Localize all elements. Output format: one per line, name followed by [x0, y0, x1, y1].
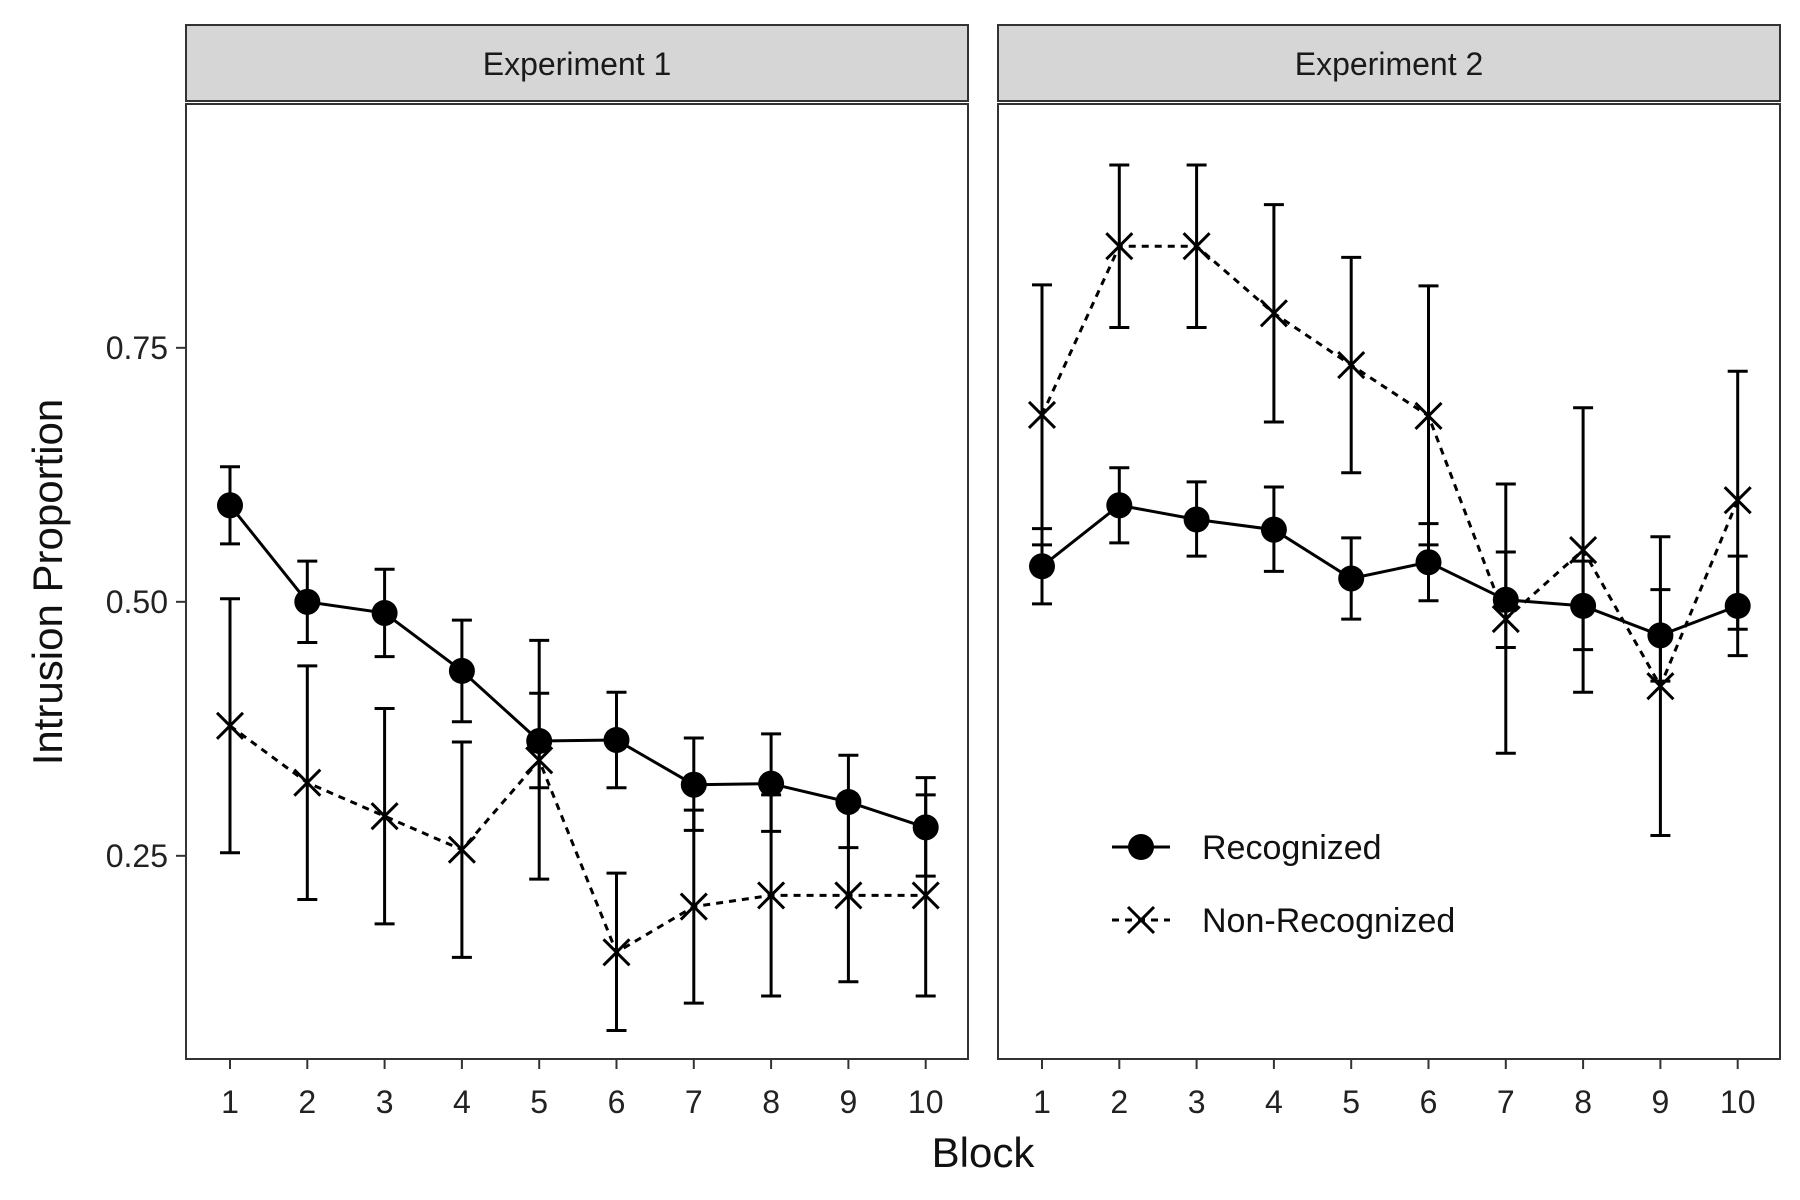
- panel-title: Experiment 2: [1295, 46, 1484, 82]
- series-line: [1041, 503, 1739, 637]
- data-point-recognized: [1029, 553, 1055, 580]
- legend: Recognized Non-Recognized: [1112, 829, 1455, 940]
- x-tick-label: 7: [685, 1084, 703, 1120]
- x-tick-label: 8: [762, 1084, 780, 1120]
- data-point-non-recognized: [834, 881, 863, 910]
- data-point-non-recognized: [1259, 299, 1288, 328]
- x-tick-label: 2: [298, 1084, 316, 1120]
- data-point-recognized: [1647, 622, 1674, 649]
- data-point-recognized: [526, 728, 553, 755]
- panel-frame: [185, 103, 969, 1060]
- data-point-non-recognized: [757, 881, 786, 910]
- series-line: [1040, 244, 1740, 690]
- y-tick-label: 0.50: [106, 584, 168, 620]
- data-point-non-recognized: [447, 835, 476, 864]
- panel-strip: [997, 24, 1781, 102]
- panel-2: Experiment 2 1 2 3 4 5 6 7 8 9 10: [997, 24, 1781, 1120]
- data-point-non-recognized: [1105, 232, 1134, 261]
- data-point-recognized: [912, 814, 939, 841]
- y-axis-title: Intrusion Proportion: [24, 399, 71, 766]
- legend-label-non-recognized: Non-Recognized: [1202, 902, 1455, 940]
- data-point-recognized: [1260, 516, 1287, 543]
- x-tick-label: 10: [1720, 1084, 1756, 1120]
- x-tick-label: 5: [1342, 1084, 1360, 1120]
- panel-frame: [997, 103, 1781, 1060]
- series-recognized: [1029, 466, 1751, 683]
- x-tick-label: 9: [1652, 1084, 1670, 1120]
- data-point-non-recognized: [1646, 672, 1675, 701]
- legend-marker-non-recognized: [1126, 905, 1156, 935]
- x-tick-label: 8: [1574, 1084, 1592, 1120]
- legend-label-recognized: Recognized: [1202, 829, 1382, 867]
- x-tick-label: 9: [840, 1084, 858, 1120]
- data-point-recognized: [680, 771, 707, 798]
- panel-title: Experiment 1: [483, 46, 672, 82]
- series-line: [228, 504, 927, 829]
- data-point-recognized: [217, 492, 243, 519]
- data-point-recognized: [1106, 492, 1133, 519]
- data-point-recognized: [448, 657, 475, 684]
- y-tick-label: 0.75: [106, 330, 168, 366]
- x-tick-label: 7: [1497, 1084, 1515, 1120]
- data-point-non-recognized: [1414, 401, 1443, 430]
- series-line: [229, 724, 926, 955]
- x-tick-label: 4: [1265, 1084, 1283, 1120]
- data-point-non-recognized: [370, 802, 399, 831]
- x-tick-label: 6: [608, 1084, 626, 1120]
- legend-marker-recognized: [1128, 834, 1154, 860]
- data-point-non-recognized: [1337, 351, 1366, 380]
- data-point-non-recognized: [1027, 400, 1057, 429]
- data-point-recognized: [294, 588, 321, 615]
- x-tick-label: 5: [530, 1084, 548, 1120]
- y-tick-label: 0.25: [106, 838, 168, 874]
- x-tick-label: 4: [453, 1084, 471, 1120]
- data-point-recognized: [1415, 549, 1442, 576]
- y-axis: 0.25 0.50 0.75: [106, 330, 186, 874]
- data-point-non-recognized: [1182, 232, 1211, 261]
- data-point-recognized: [1338, 565, 1365, 592]
- data-point-non-recognized: [293, 768, 322, 797]
- data-point-recognized: [371, 599, 398, 626]
- data-point-recognized: [1724, 592, 1751, 619]
- data-point-non-recognized: [602, 938, 631, 967]
- series-non-recognized: [1027, 163, 1752, 837]
- data-point-recognized: [1492, 586, 1519, 613]
- data-point-non-recognized: [1723, 486, 1752, 515]
- x-tick-label: 10: [908, 1084, 944, 1120]
- x-tick-label: 1: [1033, 1084, 1051, 1120]
- x-tick-label: 1: [221, 1084, 239, 1120]
- x-tick-label: 3: [376, 1084, 394, 1120]
- data-point-non-recognized: [1569, 535, 1598, 565]
- data-point-recognized: [1183, 506, 1210, 533]
- panel-1: Experiment 1 1 2 3 4 5 6 7 8 9 10: [185, 24, 969, 1120]
- x-tick-label: 3: [1188, 1084, 1206, 1120]
- panel-strip: [185, 24, 969, 102]
- data-point-recognized: [758, 770, 785, 797]
- data-point-non-recognized: [911, 881, 940, 910]
- data-point-non-recognized: [215, 711, 245, 740]
- data-point-non-recognized: [679, 892, 708, 921]
- data-point-recognized: [1570, 592, 1597, 619]
- x-axis-title: Block: [932, 1129, 1036, 1176]
- x-tick-label: 6: [1420, 1084, 1438, 1120]
- data-point-recognized: [603, 726, 630, 753]
- series-recognized: [217, 465, 939, 878]
- data-point-recognized: [835, 788, 862, 815]
- x-tick-label: 2: [1110, 1084, 1128, 1120]
